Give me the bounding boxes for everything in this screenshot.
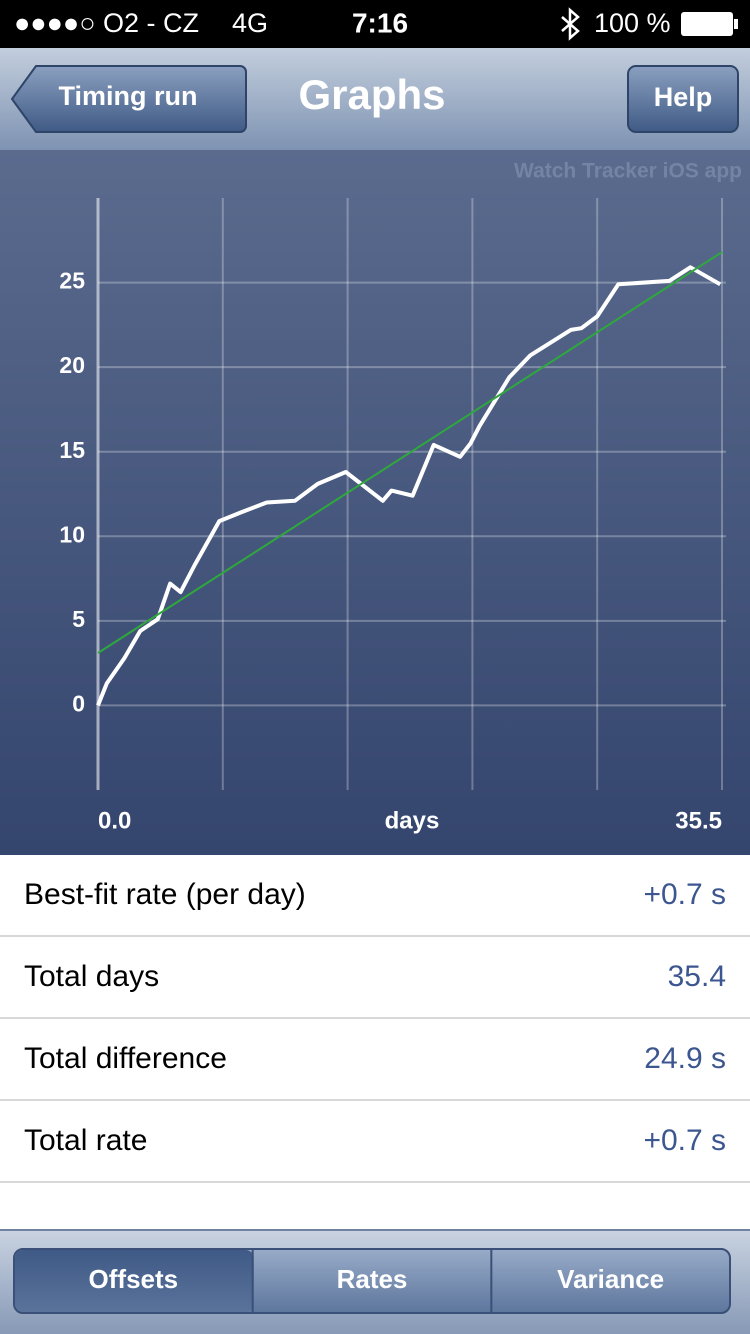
stats-list: Best-fit rate (per day) +0.7 s Total days 3…: [0, 878, 750, 1183]
nav-title: Graphs: [298, 71, 445, 118]
battery-text: 100 %: [594, 8, 671, 38]
stat-value: +0.7 s: [643, 878, 726, 911]
stats-panel: [0, 855, 750, 1230]
bluetooth-icon: [561, 7, 580, 41]
segmented-control: Offsets Rates Variance: [13, 1248, 731, 1314]
segment-label[interactable]: Variance: [557, 1264, 664, 1294]
battery-tip: [734, 19, 738, 29]
back-label[interactable]: Timing run: [59, 81, 198, 111]
plot: 0 5 10 15 20 25 0.0 35.5: [59, 198, 726, 834]
y-tick-label: 10: [59, 521, 85, 547]
x-axis-label: days: [385, 807, 440, 834]
stat-value: 35.4: [668, 960, 726, 993]
help-label[interactable]: Help: [654, 82, 713, 112]
time: 7:16: [352, 7, 408, 38]
network: 4G: [232, 8, 268, 38]
y-tick-label: 5: [72, 606, 85, 632]
y-tick-label: 15: [59, 437, 85, 463]
watermark: Watch Tracker iOS app: [514, 160, 742, 183]
battery-icon: [681, 12, 733, 36]
data-line: [96, 265, 722, 707]
y-tick-label: 25: [59, 268, 85, 294]
status-bar: [0, 0, 750, 48]
back-button[interactable]: [10, 65, 247, 133]
stat-label: Total difference: [24, 1042, 227, 1075]
stat-label: Best-fit rate (per day): [24, 878, 306, 911]
carrier: ●●●●○ O2 - CZ: [14, 8, 199, 38]
help-button[interactable]: [627, 65, 739, 133]
x-tick-label: 0.0: [98, 807, 131, 834]
segment-label[interactable]: Rates: [337, 1264, 408, 1294]
y-tick-label: 0: [72, 691, 85, 717]
segment-label[interactable]: Offsets: [89, 1264, 179, 1294]
stat-value: +0.7 s: [643, 1124, 726, 1157]
y-tick-label: 20: [59, 352, 85, 378]
fit-line: [97, 251, 723, 654]
chart-area: [0, 150, 750, 855]
stat-label: Total rate: [24, 1124, 147, 1157]
segment-selected[interactable]: [15, 1250, 254, 1312]
stat-value: 24.9 s: [644, 1042, 726, 1075]
stat-label: Total days: [24, 960, 159, 993]
x-tick-label: 35.5: [675, 807, 722, 834]
